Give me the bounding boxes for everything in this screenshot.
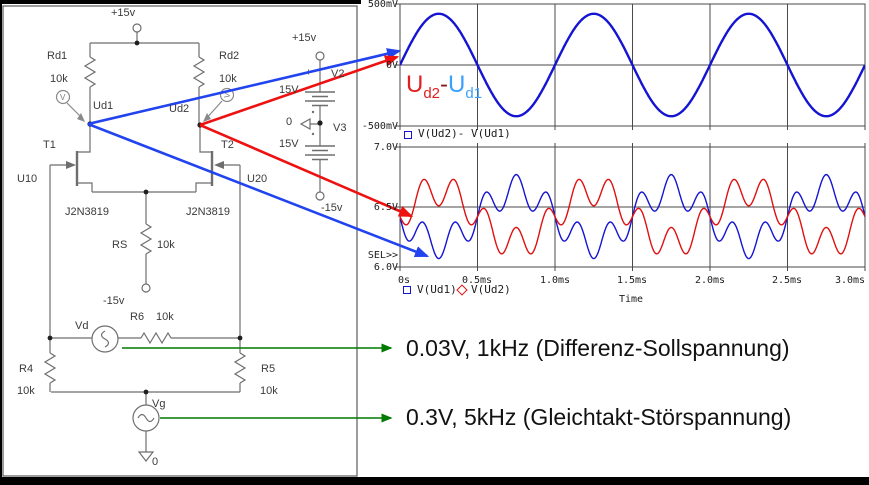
label-ud2: Ud2 bbox=[169, 103, 190, 115]
label-jfet1: J2N3819 bbox=[65, 206, 110, 218]
label-v3-value: 15V bbox=[279, 138, 299, 150]
label-u20: U20 bbox=[247, 173, 268, 185]
waveforms-vud1-vud2 bbox=[400, 173, 865, 260]
xtick-1p5ms: 1.5ms bbox=[616, 275, 648, 286]
circuit-schematic: V V bbox=[2, 5, 358, 477]
probe-2-arrowhead bbox=[203, 113, 211, 122]
legend1-square-marker-icon[interactable] bbox=[404, 131, 412, 139]
ground-symbol-mid bbox=[299, 117, 311, 131]
probe-1-letter: V bbox=[60, 93, 66, 102]
annotation-commonmode-source: 0.3V, 5kHz (Gleichtakt-Störspannung) bbox=[406, 404, 792, 430]
resistor-r4 bbox=[43, 352, 57, 384]
left-border bbox=[0, 0, 2, 478]
ud2-part: Ud2 bbox=[406, 71, 441, 102]
terminal-minus15-mid bbox=[141, 283, 151, 293]
top-border bbox=[0, 0, 361, 4]
ud1-part: Ud1 bbox=[448, 71, 483, 102]
label-plus15-mid: +15v bbox=[292, 32, 317, 44]
resistor-rs bbox=[139, 223, 153, 255]
voltage-probe-2-icon bbox=[219, 87, 235, 103]
label-rs: RS bbox=[112, 239, 128, 251]
label-ud1: Ud1 bbox=[93, 100, 114, 112]
source-vd bbox=[91, 325, 119, 353]
label-rd1-value: 10k bbox=[50, 73, 68, 85]
label-t1: T1 bbox=[43, 139, 56, 151]
xtick-0s: 0s bbox=[397, 275, 411, 286]
plot2-ytick-6p5v: 6.5V bbox=[373, 202, 398, 213]
label-vd: Vd bbox=[75, 320, 89, 332]
label-r5-value: 10k bbox=[260, 385, 278, 397]
label-ground-mid: 0 bbox=[286, 116, 293, 128]
legend1-label[interactable]: V(Ud2)- V(Ud1) bbox=[418, 127, 511, 140]
plot2-ytick-6v: 6.0V bbox=[373, 262, 398, 273]
arrow-ud2-to-plot1 bbox=[199, 55, 400, 127]
legend2-vud2-label[interactable]: V(Ud2) bbox=[471, 283, 511, 296]
plot2-ytick-7v: 7.0V bbox=[373, 142, 398, 153]
sel-indicator[interactable]: SEL>> bbox=[367, 250, 398, 261]
legend2-square-marker-icon[interactable] bbox=[403, 286, 411, 294]
waveform-vud2-minus-vud1 bbox=[400, 12, 865, 118]
label-r6-value: 10k bbox=[156, 311, 174, 323]
label-ground-left: 0 bbox=[152, 456, 159, 468]
jfet1-gate-arrow bbox=[66, 161, 76, 169]
arrow-ud1-to-plot1 bbox=[87, 48, 402, 126]
resistor-r5 bbox=[233, 352, 247, 384]
label-rd2-value: 10k bbox=[219, 73, 237, 85]
label-rs-value: 10k bbox=[157, 239, 175, 251]
terminal-plus15-right bbox=[315, 51, 325, 61]
terminal-minus15-right bbox=[315, 191, 325, 201]
battery-v2 bbox=[305, 91, 335, 107]
arrow-ud2-to-plot2 bbox=[199, 123, 414, 218]
label-jfet2: J2N3819 bbox=[186, 206, 231, 218]
voltage-probe-1-icon bbox=[55, 89, 71, 105]
label-r6: R6 bbox=[130, 311, 145, 323]
label-minus15-right: -15v bbox=[321, 202, 343, 214]
ground-symbol-left bbox=[137, 451, 155, 462]
label-rd1: Rd1 bbox=[47, 50, 68, 62]
minus-sign: - bbox=[440, 71, 449, 98]
resistor-rd2 bbox=[192, 56, 206, 88]
plot2-xlabel: Time bbox=[618, 294, 644, 305]
label-vg: Vg bbox=[152, 398, 166, 410]
probe-1-arrowhead bbox=[77, 113, 85, 122]
plot1-ytick-500mv: 500mV bbox=[367, 0, 398, 10]
plot1-ytick-minus500mv: -500mV bbox=[361, 121, 398, 132]
sine-glyph-vd bbox=[100, 330, 110, 348]
label-rd2: Rd2 bbox=[219, 50, 240, 62]
bottom-border bbox=[0, 477, 869, 485]
difference-voltage-label: Ud2-Ud1 bbox=[406, 73, 482, 106]
probe-2-letter: V bbox=[223, 91, 233, 98]
battery-v3 bbox=[305, 145, 335, 161]
xtick-3ms: 3.0ms bbox=[834, 275, 866, 286]
label-r4: R4 bbox=[19, 363, 34, 375]
xtick-2p5ms: 2.5ms bbox=[771, 275, 803, 286]
label-v3: V3 bbox=[333, 122, 347, 134]
label-t2: T2 bbox=[221, 139, 234, 151]
xtick-2ms: 2.0ms bbox=[694, 275, 726, 286]
jfet-channels bbox=[75, 151, 214, 186]
xtick-1ms: 1.0ms bbox=[539, 275, 571, 286]
label-v2: V2 bbox=[331, 68, 345, 80]
label-plus15-left: +15v bbox=[111, 7, 136, 19]
source-vg bbox=[132, 404, 160, 432]
resistor-r6 bbox=[140, 331, 172, 345]
plot1-ytick-0v: 0V bbox=[385, 60, 398, 71]
resistor-rd1 bbox=[83, 56, 97, 88]
annotation-differential-source: 0.03V, 1kHz (Differenz-Sollspannung) bbox=[406, 335, 790, 361]
sine-glyph-vg bbox=[137, 413, 155, 423]
xtick-0p5ms: 0.5ms bbox=[461, 275, 493, 286]
jfet2-gate-arrow bbox=[214, 161, 224, 169]
circuit-box bbox=[2, 5, 358, 477]
arrow-ud1-to-plot2 bbox=[87, 122, 430, 258]
terminal-plus15-left bbox=[132, 23, 142, 33]
label-u10: U10 bbox=[17, 173, 38, 185]
annotation-arrows bbox=[87, 48, 430, 423]
label-r5: R5 bbox=[261, 363, 276, 375]
label-r4-value: 10k bbox=[17, 385, 35, 397]
label-v2-value: 15V bbox=[279, 84, 299, 96]
legend2-vud1-label[interactable]: V(Ud1) bbox=[417, 283, 457, 296]
label-minus15-mid: -15v bbox=[103, 295, 125, 307]
